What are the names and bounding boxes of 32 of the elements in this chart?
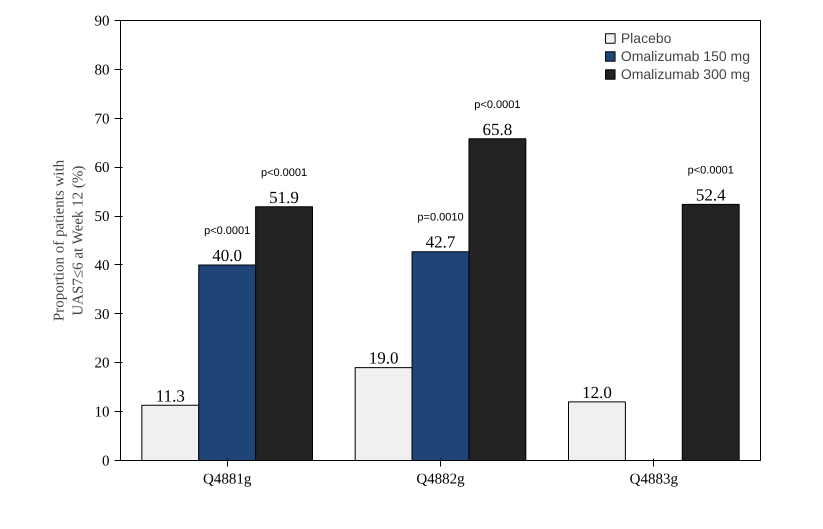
data-label: 65.8 — [482, 120, 512, 139]
data-label: 12.0 — [582, 382, 612, 402]
y-tick-label: 20 — [94, 356, 110, 372]
annotation: p=0.0010 — [417, 212, 464, 224]
x-tick-label: Q4883g — [630, 472, 678, 488]
x-tick-label: Q4882g — [416, 472, 466, 488]
annotation: p<0.0001 — [688, 164, 734, 176]
bar — [568, 401, 626, 460]
bar — [682, 204, 740, 460]
y-tick-label: 90 — [94, 14, 110, 30]
legend-label: Omalizumab 300 mg — [620, 66, 750, 82]
data-label: 19.0 — [368, 348, 398, 368]
legend-label: Omalizumab 150 mg — [620, 48, 750, 64]
data-label: 51.9 — [269, 188, 299, 207]
y-axis-title: Proportion of patients with UAS7≤6 at Week 12 (%) — [51, 159, 86, 322]
y-tick-label: 70 — [94, 111, 110, 128]
legend-label: Placebo — [620, 30, 672, 46]
data-label: 40.0 — [212, 246, 242, 265]
y-tick-label: 40 — [94, 258, 110, 274]
y-tick-label: 10 — [94, 404, 110, 421]
data-label: 52.4 — [696, 185, 726, 204]
y-tick-label: 50 — [94, 209, 110, 226]
annotation: p<0.0001 — [474, 98, 520, 111]
annotation: p<0.0001 — [260, 166, 308, 179]
data-label: 42.7 — [426, 232, 456, 252]
y-tick-label: 80 — [94, 62, 110, 78]
x-tick-label: Q4881g — [203, 472, 252, 488]
y-tick-label: 60 — [94, 160, 110, 176]
data-label: 11.3 — [156, 386, 185, 406]
annotation: p<0.0001 — [204, 224, 250, 237]
y-tick-label: 0 — [102, 454, 110, 470]
y-tick-label: 30 — [94, 306, 110, 323]
